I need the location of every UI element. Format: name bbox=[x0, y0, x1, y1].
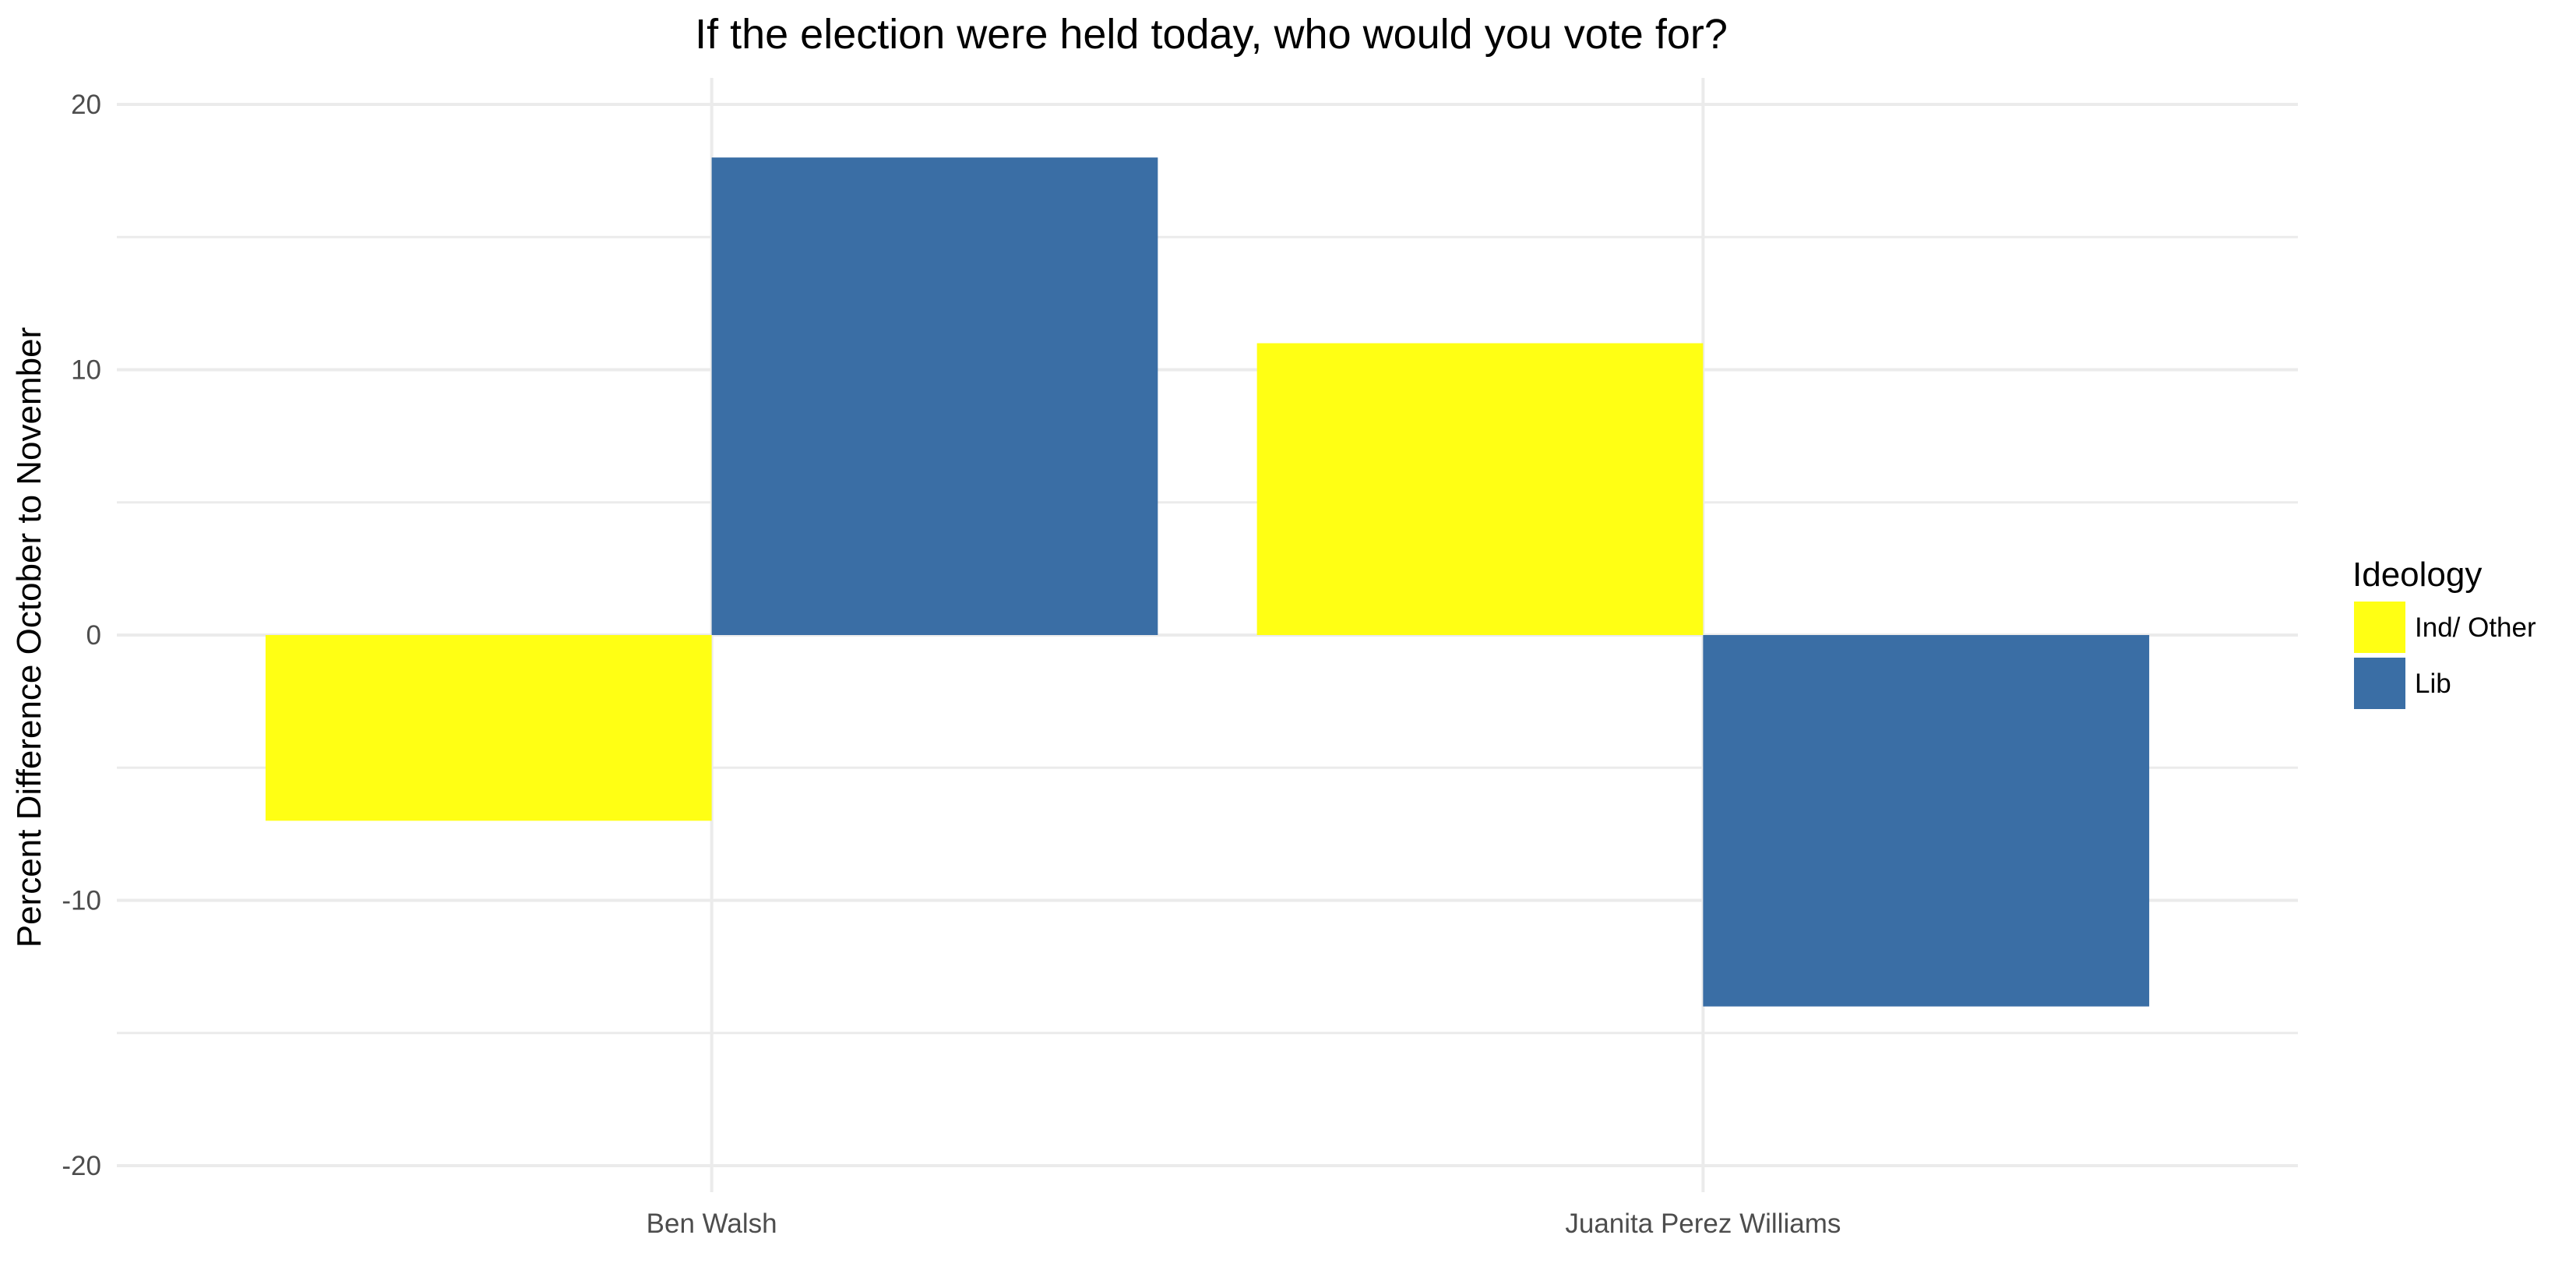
bar-lib-juanita-perez-williams bbox=[1703, 635, 2150, 1007]
y-axis-title: Percent Difference October to November bbox=[10, 327, 48, 947]
axis-layer: -20 -10 0 10 20 Ben Walsh Juanita Perez Willia… bbox=[62, 90, 1841, 1239]
x-tick-label: Juanita Perez Williams bbox=[1565, 1209, 1841, 1239]
y-tick-label: 0 bbox=[86, 620, 101, 651]
legend: Ideology Ind/ Other Lib bbox=[2352, 556, 2536, 709]
bar-ind-other-ben-walsh bbox=[265, 635, 712, 821]
legend-label: Ind/ Other bbox=[2415, 612, 2536, 643]
bar-lib-ben-walsh bbox=[711, 157, 1158, 636]
legend-label: Lib bbox=[2415, 669, 2451, 699]
bar-ind-other-juanita-perez-williams bbox=[1256, 343, 1704, 635]
y-tick-label: 10 bbox=[71, 355, 101, 386]
legend-key bbox=[2354, 602, 2405, 653]
legend-title: Ideology bbox=[2352, 556, 2482, 594]
bar-layer bbox=[265, 157, 2150, 1007]
y-tick-label: -10 bbox=[62, 885, 101, 916]
chart-title: If the election were held today, who wou… bbox=[695, 11, 1728, 58]
x-tick-label: Ben Walsh bbox=[647, 1209, 777, 1239]
legend-key bbox=[2354, 658, 2405, 709]
y-tick-label: 20 bbox=[71, 90, 101, 120]
y-tick-label: -20 bbox=[62, 1151, 101, 1181]
